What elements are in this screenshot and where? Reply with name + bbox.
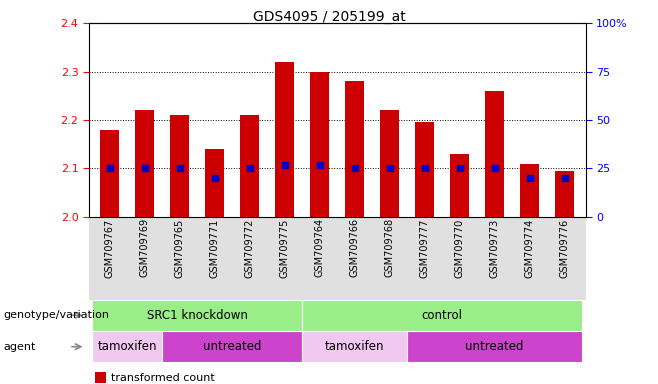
Bar [380,110,399,217]
Point [490,166,500,172]
Text: SRC1 knockdown: SRC1 knockdown [147,309,247,322]
Point [349,166,360,172]
Text: untreated: untreated [465,340,524,353]
Text: genotype/variation: genotype/variation [3,310,109,320]
Point [245,166,255,172]
Bar [345,81,365,217]
Bar [555,171,574,217]
Bar [310,71,330,217]
Bar [135,110,155,217]
Point [105,166,115,172]
Text: transformed count: transformed count [111,373,215,383]
Text: GDS4095 / 205199_at: GDS4095 / 205199_at [253,10,405,23]
Text: tamoxifen: tamoxifen [325,340,384,353]
Bar [520,164,540,217]
Point [280,162,290,168]
Bar [100,130,120,217]
Bar [485,91,504,217]
Bar [275,62,294,217]
Point [419,166,430,172]
Point [139,166,150,172]
Text: agent: agent [3,342,36,352]
Text: tamoxifen: tamoxifen [97,340,157,353]
Point [384,166,395,172]
Bar [415,122,434,217]
Point [455,166,465,172]
Point [524,175,535,181]
Bar [205,149,224,217]
Point [174,166,185,172]
Point [209,175,220,181]
Point [559,175,570,181]
Text: control: control [422,309,463,322]
Bar [170,115,190,217]
Text: untreated: untreated [203,340,261,353]
Point [315,162,325,168]
Bar [450,154,469,217]
Bar [240,115,259,217]
